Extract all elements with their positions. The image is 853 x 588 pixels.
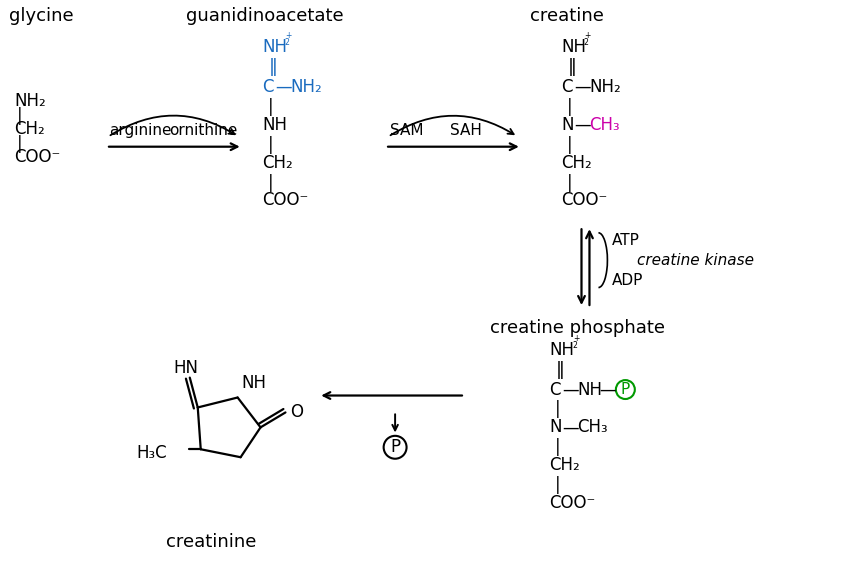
Text: NH: NH (577, 380, 602, 399)
Text: NH: NH (262, 38, 287, 56)
Text: $_2^+$: $_2^+$ (583, 31, 592, 49)
Text: CH₃: CH₃ (589, 116, 619, 134)
Text: CH₂: CH₂ (549, 456, 580, 474)
Text: —: — (599, 380, 615, 399)
Text: |: | (554, 476, 560, 494)
Text: |: | (267, 173, 273, 192)
Text: CH₂: CH₂ (262, 153, 293, 172)
Text: C: C (561, 78, 572, 96)
Text: CH₂: CH₂ (561, 153, 592, 172)
Text: arginine: arginine (109, 123, 171, 138)
Text: ATP: ATP (611, 233, 639, 248)
Text: N: N (561, 116, 573, 134)
Text: O: O (290, 403, 303, 422)
Text: H₃C: H₃C (136, 445, 166, 462)
Text: |: | (17, 107, 23, 125)
Text: NH: NH (561, 38, 586, 56)
Text: NH: NH (241, 373, 266, 392)
Text: ADP: ADP (611, 273, 642, 288)
Text: glycine: glycine (9, 7, 74, 25)
Text: P: P (620, 382, 630, 397)
Text: —: — (574, 78, 590, 96)
Text: |: | (554, 400, 560, 419)
Text: NH₂: NH₂ (290, 78, 322, 96)
Text: CH₃: CH₃ (577, 419, 607, 436)
Text: CH₂: CH₂ (15, 120, 45, 138)
Text: C: C (549, 380, 560, 399)
Text: creatine phosphate: creatine phosphate (490, 319, 664, 337)
Text: HN: HN (173, 359, 198, 377)
Text: COO⁻: COO⁻ (549, 494, 595, 512)
Text: |: | (554, 438, 560, 456)
Text: ornithine: ornithine (169, 123, 237, 138)
Text: N: N (549, 419, 561, 436)
Text: NH: NH (549, 340, 574, 359)
Text: $_2^+$: $_2^+$ (571, 333, 580, 352)
FancyArrowPatch shape (390, 116, 513, 135)
Text: NH₂: NH₂ (15, 92, 46, 110)
Text: ‖: ‖ (555, 360, 564, 379)
Text: ‖: ‖ (567, 58, 576, 76)
Text: C: C (262, 78, 274, 96)
Text: —: — (562, 419, 578, 436)
Text: |: | (566, 98, 572, 116)
Text: |: | (17, 135, 23, 153)
Text: creatine: creatine (529, 7, 603, 25)
Text: —: — (574, 116, 590, 134)
Text: COO⁻: COO⁻ (15, 148, 61, 166)
Text: |: | (267, 136, 273, 153)
Text: |: | (566, 136, 572, 153)
Text: COO⁻: COO⁻ (561, 192, 607, 209)
Text: —: — (562, 380, 578, 399)
Text: creatinine: creatinine (165, 533, 256, 551)
Text: creatine kinase: creatine kinase (636, 253, 753, 268)
Text: |: | (566, 173, 572, 192)
Text: NH: NH (262, 116, 287, 134)
Text: SAH: SAH (450, 123, 481, 138)
Text: |: | (267, 98, 273, 116)
Text: P: P (390, 438, 400, 456)
Text: —: — (276, 78, 292, 96)
FancyArrowPatch shape (110, 116, 235, 135)
Text: ‖: ‖ (268, 58, 277, 76)
Text: guanidinoacetate: guanidinoacetate (186, 7, 343, 25)
Text: COO⁻: COO⁻ (262, 192, 309, 209)
Text: $_2^+$: $_2^+$ (284, 31, 293, 49)
Text: NH₂: NH₂ (589, 78, 620, 96)
Text: SAM: SAM (390, 123, 423, 138)
